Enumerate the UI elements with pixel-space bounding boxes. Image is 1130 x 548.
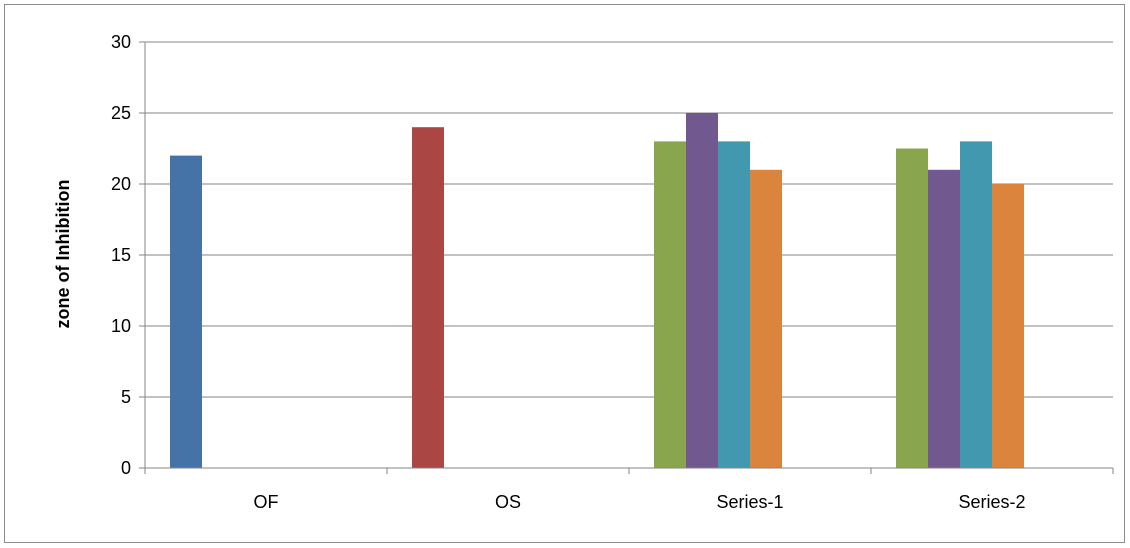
y-tick-label: 25: [111, 103, 131, 123]
bar: [412, 127, 444, 468]
x-tick-label: OS: [495, 492, 521, 512]
bar: [170, 155, 202, 468]
bar: [896, 148, 928, 468]
bar: [992, 184, 1024, 468]
y-tick-label: 15: [111, 245, 131, 265]
axes: [139, 41, 1114, 474]
y-axis-title: zone of Inhibition: [53, 180, 73, 329]
y-tick-label: 5: [121, 387, 131, 407]
y-tick-label: 10: [111, 316, 131, 336]
bar: [686, 113, 718, 468]
x-tick-label: OF: [254, 492, 279, 512]
bars: [170, 113, 1024, 469]
y-tick-label: 30: [111, 32, 131, 52]
chart-frame: [4, 4, 1125, 543]
x-tick-label: Series-2: [958, 492, 1025, 512]
bar: [928, 169, 960, 469]
y-tick-label: 20: [111, 174, 131, 194]
bar: [718, 141, 750, 468]
x-tick-labels: OF OS Series-1 Series-2: [254, 492, 1026, 512]
y-tick-labels: 0 5 10 15 20 25 30: [111, 32, 131, 478]
x-tick-label: Series-1: [716, 492, 783, 512]
bar: [654, 141, 686, 468]
y-tick-label: 0: [121, 458, 131, 478]
bar: [960, 141, 992, 468]
bar: [750, 169, 782, 469]
